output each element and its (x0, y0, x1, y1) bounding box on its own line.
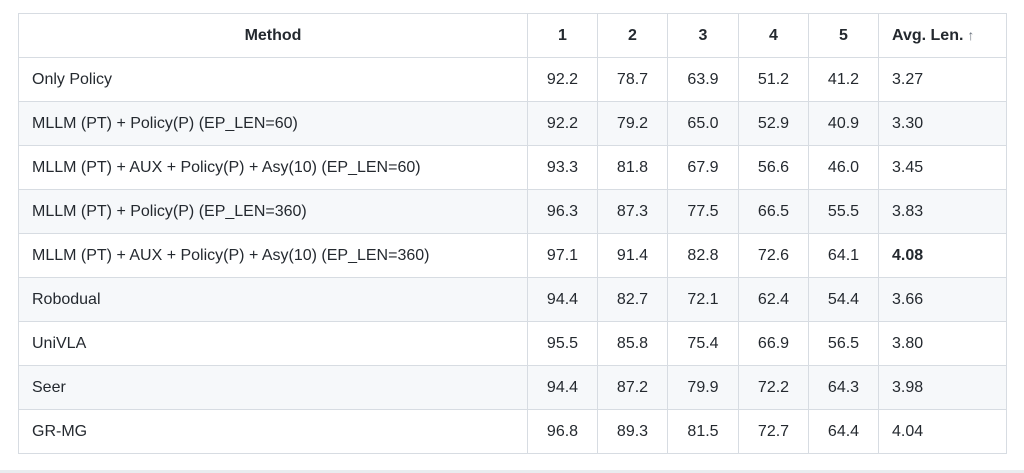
column-header-4: 4 (738, 13, 809, 58)
avg-len-cell: 4.08 (878, 233, 1007, 278)
value-cell: 87.2 (597, 365, 668, 410)
value-cell: 66.5 (738, 189, 809, 234)
column-header-method: Method (18, 13, 528, 58)
column-header-label: 5 (839, 26, 848, 44)
value-cell: 79.2 (597, 101, 668, 146)
value-cell: 75.4 (667, 321, 739, 366)
value-cell: 85.8 (597, 321, 668, 366)
value-cell: 56.6 (738, 145, 809, 190)
value-cell: 64.4 (808, 409, 879, 454)
value-cell: 87.3 (597, 189, 668, 234)
value-cell: 96.8 (527, 409, 598, 454)
value-cell: 62.4 (738, 277, 809, 322)
table-row: UniVLA 95.5 85.8 75.4 66.9 56.5 3.80 (18, 321, 1007, 366)
avg-len-cell: 3.98 (878, 365, 1007, 410)
value-cell: 64.3 (808, 365, 879, 410)
header-row: Method 1 2 3 4 5 Avg. Len. ↑ (18, 13, 1007, 58)
table-row: Robodual 94.4 82.7 72.1 62.4 54.4 3.66 (18, 277, 1007, 322)
value-cell: 72.7 (738, 409, 809, 454)
value-cell: 77.5 (667, 189, 739, 234)
sort-ascending-icon: ↑ (967, 26, 975, 43)
column-header-avg: Avg. Len. ↑ (878, 13, 1007, 58)
table-row: MLLM (PT) + AUX + Policy(P) + Asy(10) (E… (18, 233, 1007, 278)
table-row: MLLM (PT) + Policy(P) (EP_LEN=60) 92.2 79.… (18, 101, 1007, 146)
column-header-1: 1 (527, 13, 598, 58)
value-cell: 89.3 (597, 409, 668, 454)
column-header-label: Method (244, 26, 302, 44)
value-cell: 92.2 (527, 101, 598, 146)
value-cell: 96.3 (527, 189, 598, 234)
value-cell: 55.5 (808, 189, 879, 234)
value-cell: 72.2 (738, 365, 809, 410)
value-cell: 51.2 (738, 57, 809, 102)
value-cell: 78.7 (597, 57, 668, 102)
table-row: Seer 94.4 87.2 79.9 72.2 64.3 3.98 (18, 365, 1007, 410)
method-cell: MLLM (PT) + AUX + Policy(P) + Asy(10) (E… (18, 233, 528, 278)
value-cell: 72.6 (738, 233, 809, 278)
table-row: MLLM (PT) + AUX + Policy(P) + Asy(10) (E… (18, 145, 1007, 190)
column-header-label: 4 (769, 26, 778, 44)
value-cell: 91.4 (597, 233, 668, 278)
value-cell: 65.0 (667, 101, 739, 146)
page-bottom-edge (0, 470, 1024, 473)
column-header-label: 3 (698, 26, 708, 44)
avg-len-cell: 3.30 (878, 101, 1007, 146)
value-cell: 79.9 (667, 365, 739, 410)
method-cell: MLLM (PT) + Policy(P) (EP_LEN=360) (18, 189, 528, 234)
avg-len-cell: 3.83 (878, 189, 1007, 234)
value-cell: 95.5 (527, 321, 598, 366)
table-row: MLLM (PT) + Policy(P) (EP_LEN=360) 96.3 87… (18, 189, 1007, 234)
results-table: Method 1 2 3 4 5 Avg. Len. ↑ Only Policy 92.2 78.… (18, 13, 1007, 454)
value-cell: 94.4 (527, 277, 598, 322)
method-cell: GR-MG (18, 409, 528, 454)
value-cell: 52.9 (738, 101, 809, 146)
value-cell: 46.0 (808, 145, 879, 190)
value-cell: 56.5 (808, 321, 879, 366)
method-cell: Only Policy (18, 57, 528, 102)
column-header-5: 5 (808, 13, 879, 58)
value-cell: 63.9 (667, 57, 739, 102)
avg-len-cell: 3.80 (878, 321, 1007, 366)
value-cell: 82.7 (597, 277, 668, 322)
table-row: GR-MG 96.8 89.3 81.5 72.7 64.4 4.04 (18, 409, 1007, 454)
column-header-label: 1 (558, 26, 567, 44)
method-cell: Robodual (18, 277, 528, 322)
column-header-label: Avg. Len. (892, 26, 964, 44)
value-cell: 72.1 (667, 277, 739, 322)
avg-len-cell: 4.04 (878, 409, 1007, 454)
method-cell: Seer (18, 365, 528, 410)
avg-len-cell: 3.66 (878, 277, 1007, 322)
column-header-2: 2 (597, 13, 668, 58)
value-cell: 54.4 (808, 277, 879, 322)
value-cell: 67.9 (667, 145, 739, 190)
value-cell: 40.9 (808, 101, 879, 146)
column-header-label: 2 (628, 26, 637, 44)
value-cell: 82.8 (667, 233, 739, 278)
method-cell: MLLM (PT) + AUX + Policy(P) + Asy(10) (E… (18, 145, 528, 190)
avg-len-cell: 3.45 (878, 145, 1007, 190)
value-cell: 81.5 (667, 409, 739, 454)
value-cell: 81.8 (597, 145, 668, 190)
value-cell: 92.2 (527, 57, 598, 102)
value-cell: 64.1 (808, 233, 879, 278)
value-cell: 93.3 (527, 145, 598, 190)
table-row: Only Policy 92.2 78.7 63.9 51.2 41.2 3.27 (18, 57, 1007, 102)
avg-len-cell: 3.27 (878, 57, 1007, 102)
value-cell: 94.4 (527, 365, 598, 410)
method-cell: MLLM (PT) + Policy(P) (EP_LEN=60) (18, 101, 528, 146)
column-header-3: 3 (667, 13, 739, 58)
table-header: Method 1 2 3 4 5 Avg. Len. ↑ (18, 13, 1007, 58)
table-body: Only Policy 92.2 78.7 63.9 51.2 41.2 3.27 MLLM … (18, 57, 1007, 454)
method-cell: UniVLA (18, 321, 528, 366)
value-cell: 97.1 (527, 233, 598, 278)
value-cell: 66.9 (738, 321, 809, 366)
value-cell: 41.2 (808, 57, 879, 102)
